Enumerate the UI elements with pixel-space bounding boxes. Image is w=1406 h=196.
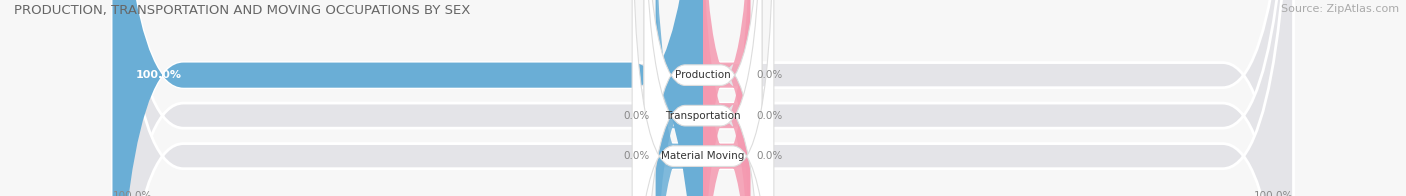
FancyBboxPatch shape [112,0,1294,196]
Text: 0.0%: 0.0% [624,111,650,121]
FancyBboxPatch shape [633,0,773,196]
Text: 100.0%: 100.0% [136,70,183,80]
Text: Material Moving: Material Moving [661,151,745,161]
Text: 100.0%: 100.0% [112,191,152,196]
FancyBboxPatch shape [703,0,751,196]
FancyBboxPatch shape [112,0,703,196]
FancyBboxPatch shape [644,0,762,196]
Text: 0.0%: 0.0% [756,151,782,161]
Text: Transportation: Transportation [665,111,741,121]
Text: 0.0%: 0.0% [756,70,782,80]
FancyBboxPatch shape [655,0,703,196]
Text: Source: ZipAtlas.com: Source: ZipAtlas.com [1281,4,1399,14]
FancyBboxPatch shape [112,0,1294,196]
Text: PRODUCTION, TRANSPORTATION AND MOVING OCCUPATIONS BY SEX: PRODUCTION, TRANSPORTATION AND MOVING OC… [14,4,471,17]
Text: 100.0%: 100.0% [1254,191,1294,196]
FancyBboxPatch shape [655,0,703,196]
Text: Production: Production [675,70,731,80]
FancyBboxPatch shape [703,0,751,196]
Text: 0.0%: 0.0% [756,111,782,121]
FancyBboxPatch shape [703,0,751,196]
FancyBboxPatch shape [644,0,762,196]
FancyBboxPatch shape [112,0,1294,196]
Text: 0.0%: 0.0% [624,151,650,161]
